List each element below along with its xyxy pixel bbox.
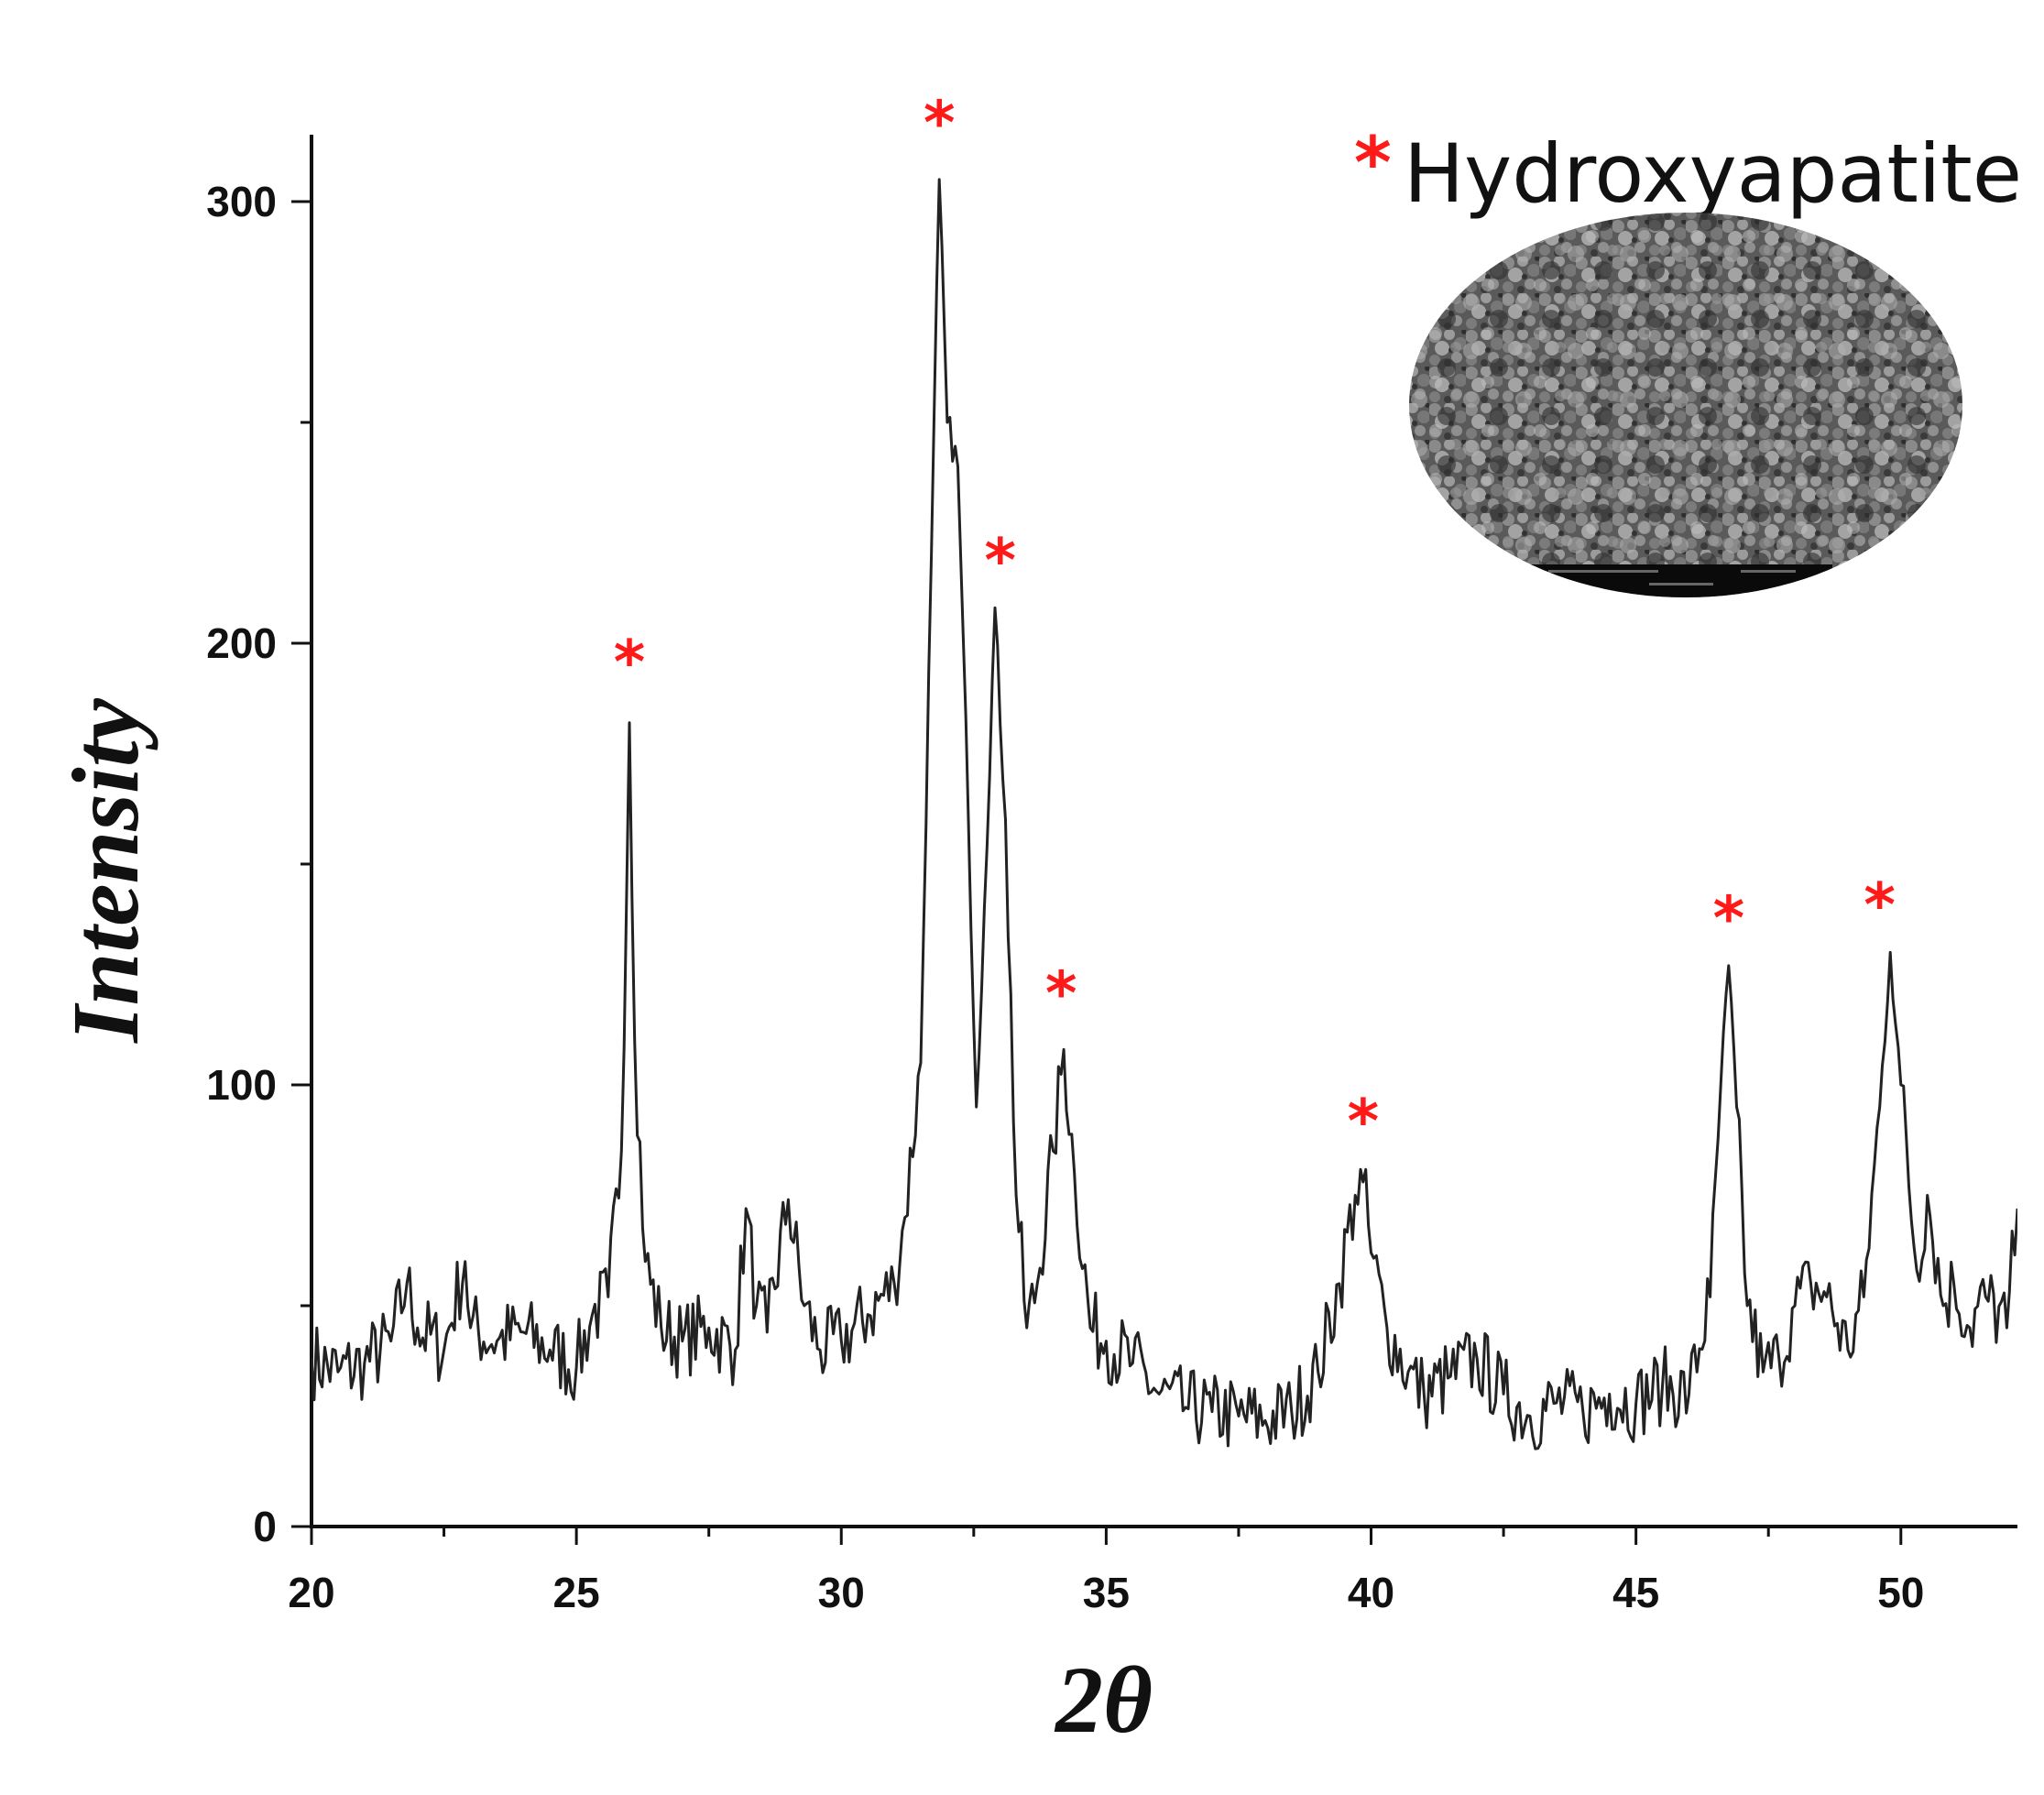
peak-marker-icon: *: [1864, 870, 1896, 940]
legend-label: Hydroxyapatite: [1404, 126, 2022, 221]
x-axis-ticks: 20 25 30 35 40 45 50: [288, 1527, 1924, 1616]
y-tick-label: 200: [206, 619, 277, 667]
x-tick-label: 30: [818, 1569, 865, 1616]
x-axis-title: 2θ: [1054, 1647, 1153, 1753]
peak-marker-icon: *: [1045, 958, 1077, 1029]
y-tick-label: 100: [206, 1061, 277, 1109]
peak-markers: * * * * * * *: [614, 88, 1896, 1156]
x-tick-label: 35: [1083, 1569, 1130, 1616]
y-axis-ticks: 0 100 200 300: [206, 178, 312, 1550]
peak-marker-icon: *: [1348, 1087, 1380, 1157]
x-tick-label: 40: [1348, 1569, 1394, 1616]
peak-marker-icon: *: [614, 627, 646, 697]
sem-inset-image: [1409, 213, 1962, 597]
x-tick-label: 20: [288, 1569, 334, 1616]
legend-marker-icon: *: [1354, 123, 1392, 205]
peak-marker-icon: *: [924, 88, 956, 159]
x-tick-label: 50: [1877, 1569, 1924, 1616]
peak-marker-icon: *: [1713, 883, 1745, 954]
series-line: [312, 178, 2017, 1450]
y-tick-label: 300: [206, 178, 277, 225]
y-tick-label: 0: [253, 1503, 277, 1550]
y-axis-title: Intensity: [53, 697, 158, 1044]
peak-marker-icon: *: [984, 525, 1016, 596]
legend: * Hydroxyapatite: [1354, 123, 2022, 221]
x-tick-label: 25: [553, 1569, 600, 1616]
x-tick-label: 45: [1612, 1569, 1659, 1616]
